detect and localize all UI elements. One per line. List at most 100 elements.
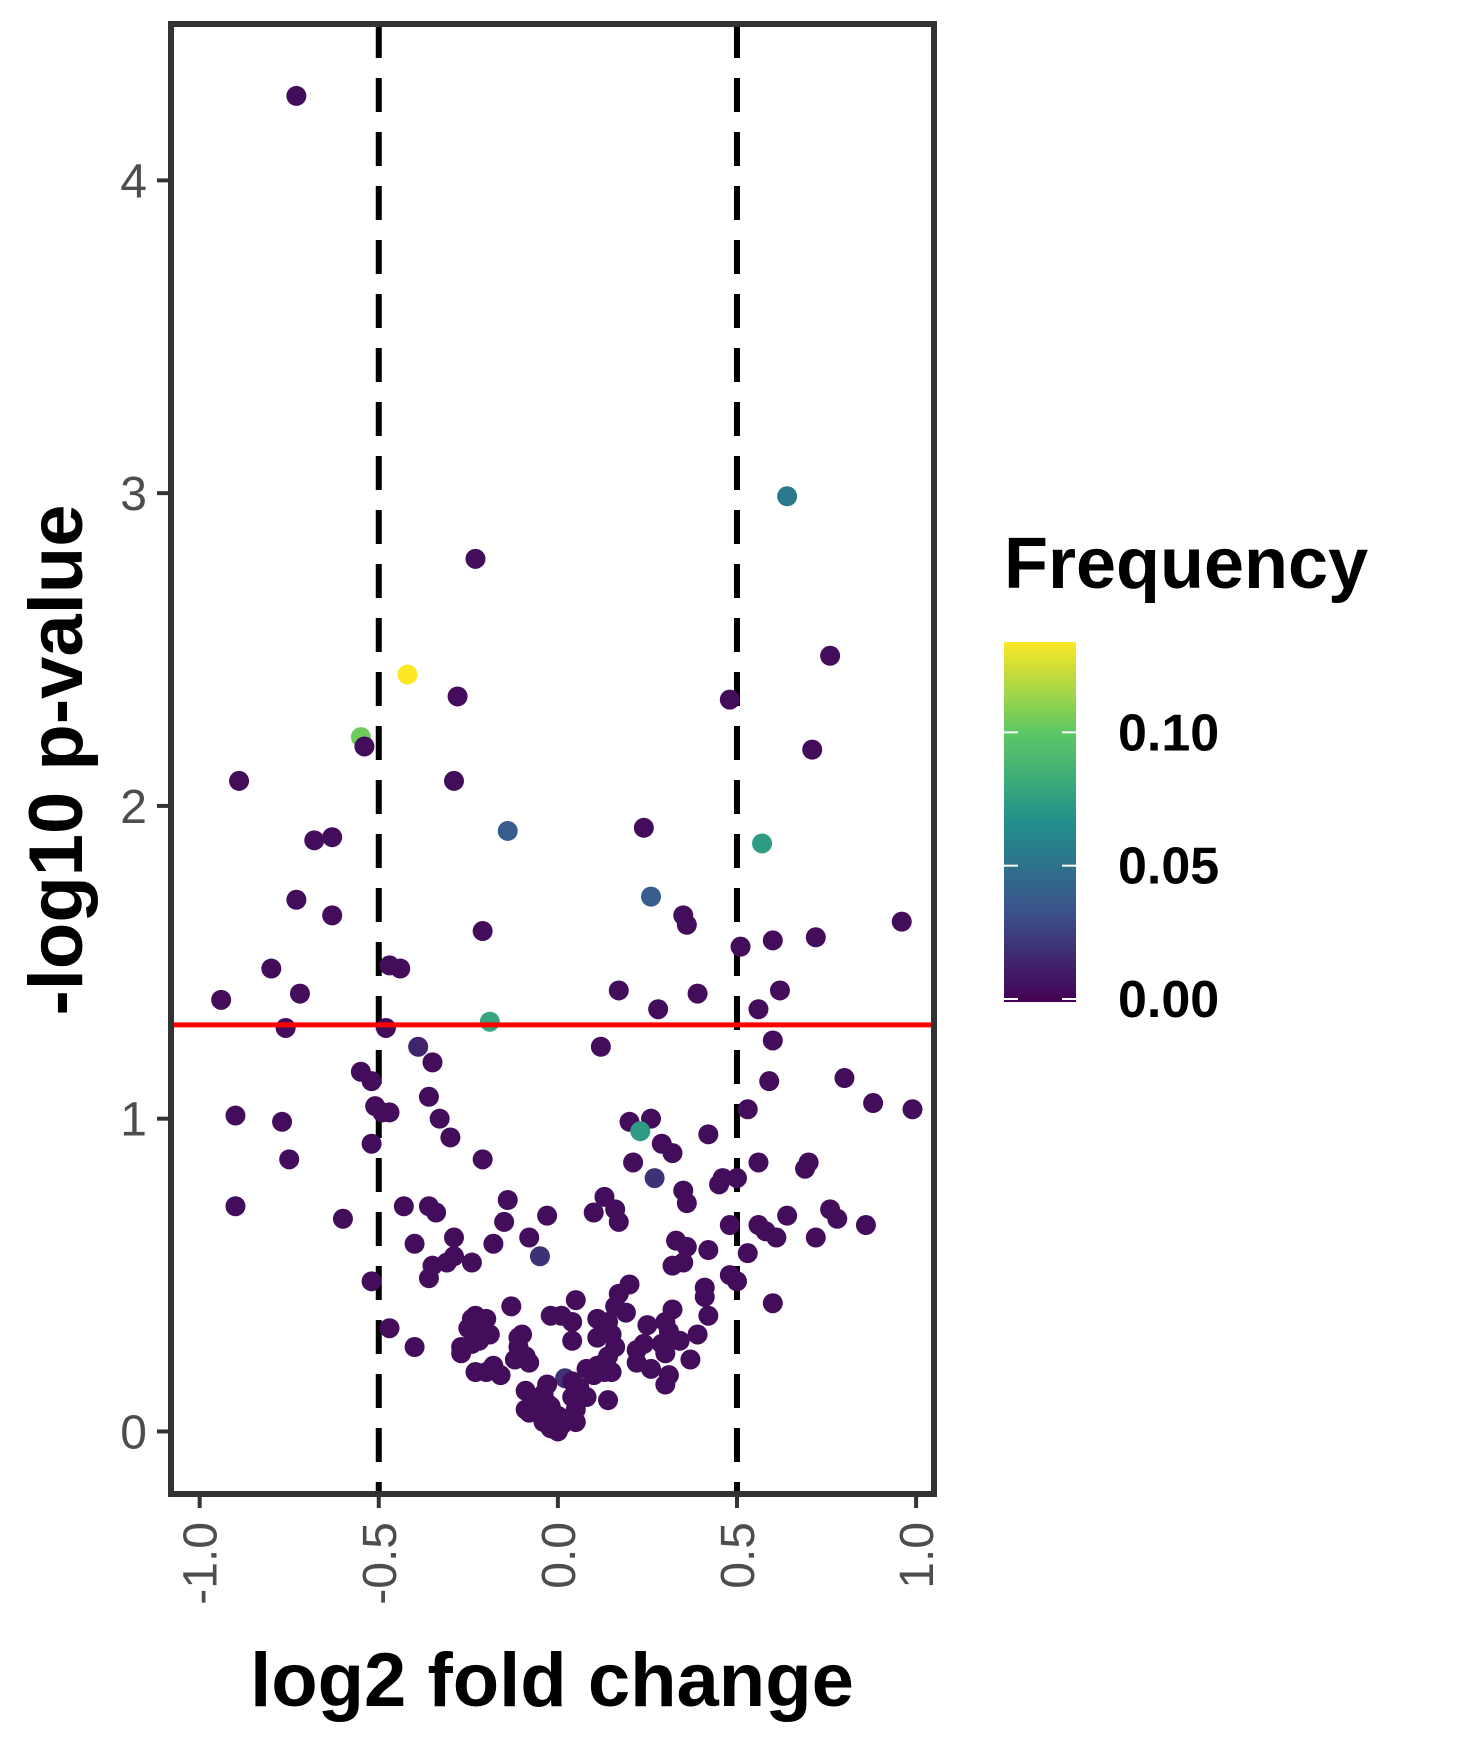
data-point xyxy=(229,770,250,791)
data-point xyxy=(863,1093,884,1114)
data-point xyxy=(615,1302,636,1323)
data-point xyxy=(748,1152,769,1173)
data-point xyxy=(687,983,708,1004)
x-tick-label: -0.5 xyxy=(354,1522,407,1605)
data-point xyxy=(623,1152,644,1173)
data-point xyxy=(590,1036,611,1057)
data-point xyxy=(497,1190,518,1210)
data-point xyxy=(479,1011,500,1032)
data-point xyxy=(451,1343,472,1364)
data-point xyxy=(762,1030,783,1051)
data-point xyxy=(641,886,662,907)
data-point xyxy=(698,1240,719,1261)
data-point xyxy=(519,1352,540,1373)
data-point xyxy=(272,1111,293,1132)
plot-panel xyxy=(168,21,937,1497)
data-point xyxy=(766,1227,787,1248)
data-point xyxy=(537,1205,558,1226)
data-point xyxy=(422,1052,443,1073)
y-tick-label: 0 xyxy=(120,1406,147,1459)
data-point xyxy=(777,1205,798,1226)
data-point xyxy=(802,739,823,760)
data-point xyxy=(519,1402,540,1423)
data-point xyxy=(225,1105,246,1126)
data-point xyxy=(820,645,841,666)
data-point xyxy=(630,1121,651,1142)
data-point xyxy=(497,820,518,841)
data-point xyxy=(447,686,468,707)
data-point xyxy=(390,958,411,979)
data-point xyxy=(483,1233,504,1254)
data-point xyxy=(286,85,307,106)
x-axis-title: log2 fold change xyxy=(250,1638,854,1723)
data-point xyxy=(529,1246,550,1267)
data-point xyxy=(289,983,310,1004)
data-point xyxy=(737,1099,758,1120)
data-points xyxy=(171,85,934,1442)
data-point xyxy=(748,999,769,1020)
data-point xyxy=(587,1327,608,1348)
colorbar-label: 0.00 xyxy=(1118,971,1219,1029)
data-point xyxy=(676,914,697,935)
data-point xyxy=(598,1390,619,1411)
data-point xyxy=(261,958,282,979)
data-point xyxy=(494,1211,515,1232)
data-point xyxy=(279,1149,300,1170)
data-point xyxy=(547,1421,568,1442)
data-point xyxy=(694,1286,715,1307)
data-point xyxy=(648,999,669,1020)
data-point xyxy=(443,1227,464,1248)
data-point xyxy=(641,1358,662,1379)
data-point xyxy=(709,1174,730,1195)
data-point xyxy=(472,1149,493,1170)
data-point xyxy=(855,1215,876,1236)
data-point xyxy=(472,921,493,942)
data-point xyxy=(608,1211,629,1232)
y-tick-label: 3 xyxy=(120,468,147,521)
data-point xyxy=(644,1168,665,1189)
data-point xyxy=(637,1315,658,1336)
legend-title: Frequency xyxy=(1004,524,1368,604)
data-point xyxy=(726,1168,747,1189)
data-point xyxy=(275,1017,296,1038)
data-point xyxy=(762,930,783,951)
colorbar-label: 0.05 xyxy=(1118,838,1219,896)
data-point xyxy=(354,736,375,757)
y-tick-label: 2 xyxy=(120,781,147,834)
y-tick-label: 4 xyxy=(120,155,147,208)
y-axis-title: -log10 p-value xyxy=(14,505,99,1016)
data-point xyxy=(393,1196,414,1217)
data-point xyxy=(805,927,826,948)
data-point xyxy=(322,905,343,926)
data-point xyxy=(304,830,325,851)
data-point xyxy=(562,1311,583,1332)
data-point xyxy=(519,1227,540,1248)
data-point xyxy=(687,1324,708,1345)
data-point xyxy=(698,1305,719,1326)
data-point xyxy=(408,1036,429,1057)
data-point xyxy=(902,1099,923,1120)
data-point xyxy=(418,1086,439,1107)
data-point xyxy=(805,1227,826,1248)
data-point xyxy=(379,1318,400,1339)
data-point xyxy=(676,1236,697,1257)
data-point xyxy=(375,1017,396,1038)
data-point xyxy=(608,980,629,1001)
data-point xyxy=(225,1196,246,1217)
data-point xyxy=(361,1071,382,1092)
data-point xyxy=(429,1108,450,1129)
data-point xyxy=(655,1374,676,1395)
data-point xyxy=(465,548,486,569)
data-point xyxy=(501,1296,522,1317)
data-point xyxy=(633,817,654,838)
data-point xyxy=(891,911,912,932)
data-point xyxy=(443,770,464,791)
y-axis: 0 1 2 3 4 xyxy=(120,155,168,1459)
data-point xyxy=(286,889,307,910)
x-tick-label: 0.0 xyxy=(533,1522,586,1589)
x-tick-label: 0.5 xyxy=(712,1522,765,1589)
data-point xyxy=(562,1330,583,1351)
data-point xyxy=(834,1068,855,1089)
data-point xyxy=(583,1365,604,1386)
data-point xyxy=(440,1127,461,1148)
